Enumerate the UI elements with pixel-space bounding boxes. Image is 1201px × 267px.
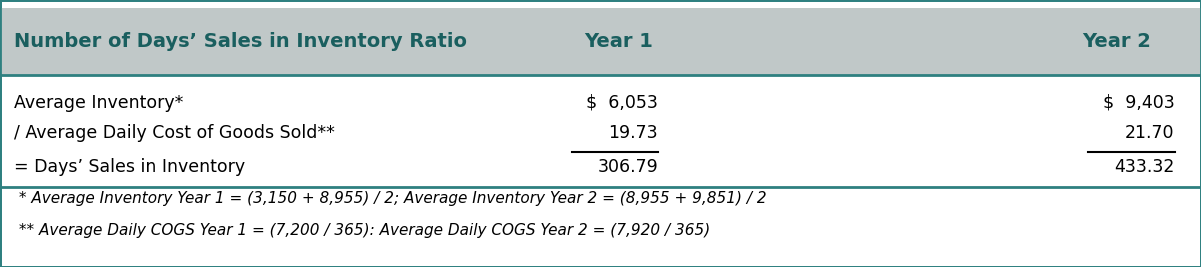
Bar	[0, 8, 1201, 75]
Text: 21.70: 21.70	[1125, 124, 1175, 143]
Text: Number of Days’ Sales in Inventory Ratio: Number of Days’ Sales in Inventory Ratio	[14, 32, 467, 51]
Text: $  9,403: $ 9,403	[1103, 94, 1175, 112]
Text: = Days’ Sales in Inventory: = Days’ Sales in Inventory	[14, 158, 245, 176]
Text: * Average Inventory Year 1 = (3,150 + 8,955) / 2; Average Inventory Year 2 = (8,: * Average Inventory Year 1 = (3,150 + 8,…	[14, 191, 767, 206]
Text: Year 1: Year 1	[584, 32, 653, 51]
Text: 306.79: 306.79	[597, 158, 658, 176]
Text: $  6,053: $ 6,053	[586, 94, 658, 112]
Text: ** Average Daily COGS Year 1 = (7,200 / 365): Average Daily COGS Year 2 = (7,920: ** Average Daily COGS Year 1 = (7,200 / …	[14, 223, 711, 238]
Text: 19.73: 19.73	[609, 124, 658, 143]
Text: 433.32: 433.32	[1115, 158, 1175, 176]
Text: Average Inventory*: Average Inventory*	[14, 94, 184, 112]
Text: / Average Daily Cost of Goods Sold**: / Average Daily Cost of Goods Sold**	[14, 124, 335, 143]
Text: Year 2: Year 2	[1082, 32, 1152, 51]
